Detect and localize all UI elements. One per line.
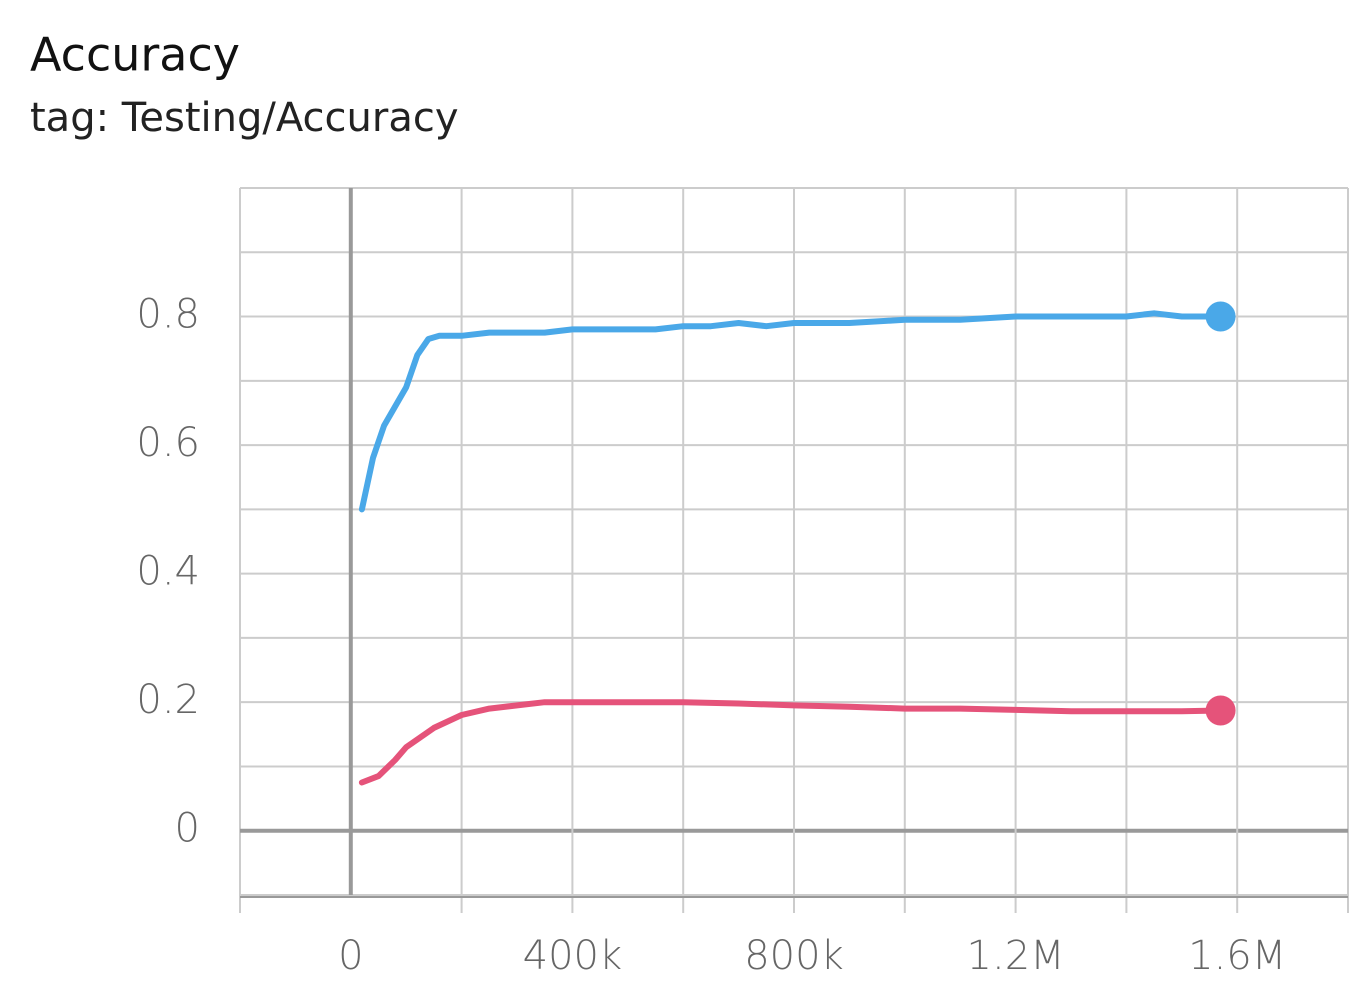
series-line <box>358 310 1224 513</box>
chart-subtitle: tag: Testing/Accuracy <box>30 95 459 141</box>
y-tick-label: 0 <box>175 806 200 852</box>
x-tick-label: 1.2M <box>967 933 1065 979</box>
chart-title: Accuracy <box>30 28 240 82</box>
x-tick-label: 800k <box>744 933 844 979</box>
series-line <box>358 699 1224 786</box>
end-point <box>1205 695 1236 726</box>
x-tick-label: 400k <box>523 933 623 979</box>
end-point <box>1205 301 1236 332</box>
y-tick-label: 0.2 <box>136 677 200 723</box>
y-tick-label: 0.8 <box>136 292 200 338</box>
x-tick-label: 1.6M <box>1188 933 1286 979</box>
y-tick-label: 0.6 <box>136 420 200 466</box>
x-tick-label: 0 <box>338 933 363 979</box>
y-tick-label: 0.4 <box>136 549 200 595</box>
